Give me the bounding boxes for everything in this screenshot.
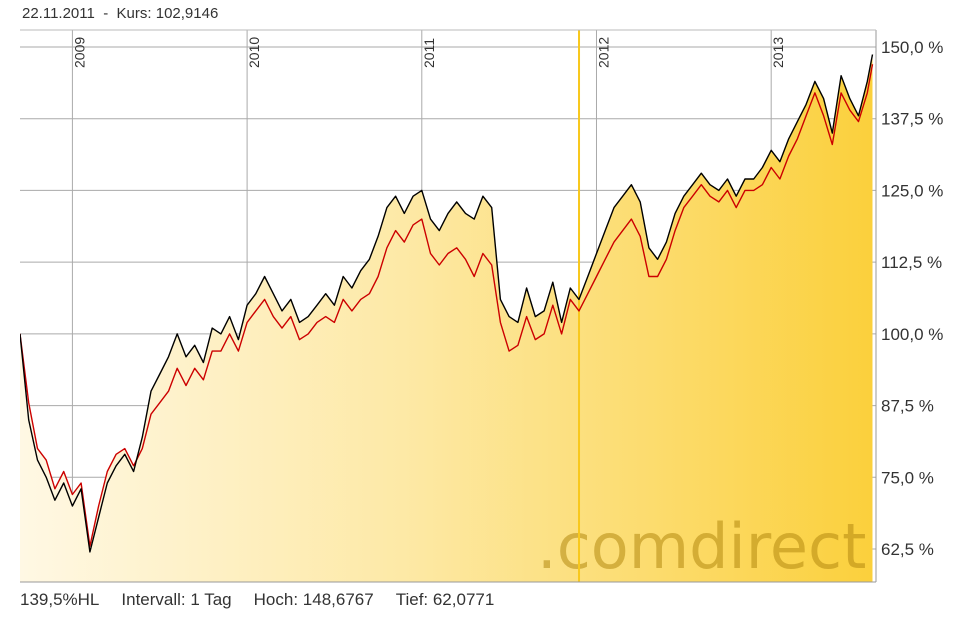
header-date: 22.11.2011	[22, 5, 95, 22]
y-tick-label-1: 137,5 %	[881, 110, 943, 129]
x-tick-label-0: 2009	[71, 37, 87, 68]
y-tick-label-5: 87,5 %	[881, 397, 934, 416]
chart-footer: 139,5%HL Intervall: 1 Tag Hoch: 148,6767 Ti…	[20, 590, 516, 610]
area-fill	[20, 54, 873, 582]
x-axis-labels: 2009 2010 2011 2012 2013	[71, 37, 786, 68]
y-tick-label-7: 62,5 %	[881, 540, 934, 559]
y-tick-label-0: 150,0 %	[881, 38, 943, 57]
header-separator: -	[103, 5, 109, 22]
comdirect-watermark: .comdirect	[537, 510, 866, 583]
y-tick-label-6: 75,0 %	[881, 468, 934, 487]
x-tick-label-3: 2012	[595, 37, 611, 68]
header-kurs-value: 102,9146	[155, 5, 219, 22]
series-lines	[20, 54, 874, 553]
series-line-black	[20, 54, 874, 553]
footer-interval: Intervall: 1 Tag	[121, 590, 232, 609]
header-kurs-label: Kurs:	[116, 5, 152, 22]
plot-frame	[20, 29, 877, 583]
x-tick-label-2: 2011	[421, 38, 437, 68]
x-tick-label-1: 2010	[246, 37, 262, 68]
y-tick-label-2: 125,0 %	[881, 181, 943, 200]
x-tick-label-4: 2013	[770, 37, 786, 68]
y-tick-label-3: 112,5 %	[881, 253, 942, 272]
series-line-red	[20, 64, 874, 547]
y-tick-label-4: 100,0 %	[881, 325, 943, 344]
y-axis-labels: 150,0 % 137,5 % 125,0 % 112,5 % 100,0 % 87,5 …	[881, 38, 943, 559]
area-fill-path	[20, 54, 873, 582]
footer-high: Hoch: 148,6767	[253, 590, 374, 609]
footer-low: Tief: 62,0771	[395, 590, 495, 609]
chart-header: 22.11.2011 - Kurs: 102,9146	[22, 5, 218, 22]
footer-scale: 139,5%HL	[20, 590, 100, 609]
